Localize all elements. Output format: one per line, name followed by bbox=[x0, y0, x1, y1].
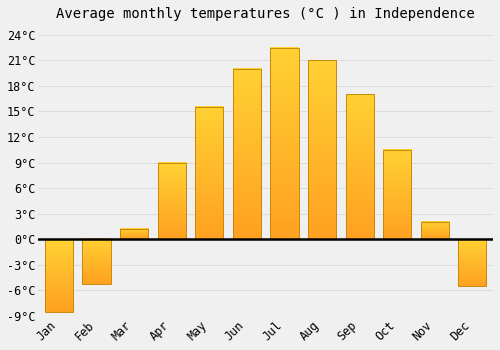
Bar bbox=[458, 239, 486, 286]
Bar bbox=[82, 239, 110, 285]
Bar bbox=[308, 60, 336, 239]
Bar bbox=[346, 94, 374, 239]
Bar bbox=[232, 69, 261, 239]
Title: Average monthly temperatures (°C ) in Independence: Average monthly temperatures (°C ) in In… bbox=[56, 7, 475, 21]
Bar bbox=[195, 107, 224, 239]
Bar bbox=[420, 222, 449, 239]
Bar bbox=[45, 239, 73, 312]
Bar bbox=[383, 150, 412, 239]
Bar bbox=[270, 48, 298, 239]
Bar bbox=[158, 163, 186, 239]
Bar bbox=[120, 229, 148, 239]
